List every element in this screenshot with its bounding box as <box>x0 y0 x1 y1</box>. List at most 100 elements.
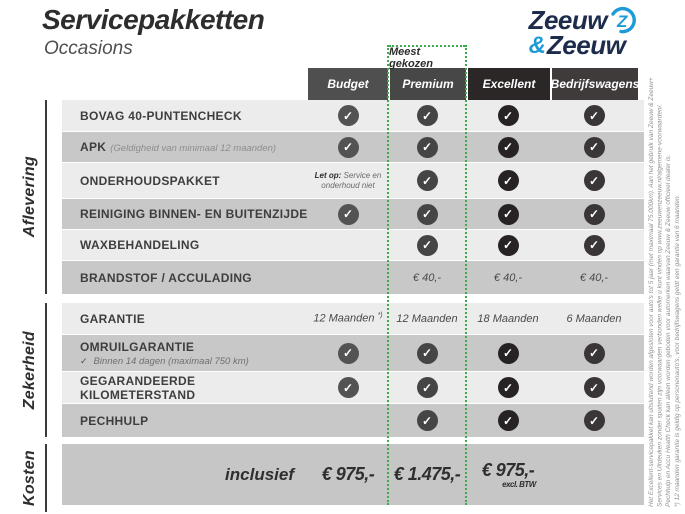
check-icon: ✓ <box>583 203 605 225</box>
cell-excellent: ✓ <box>466 132 550 162</box>
cell-bedrijfswagens: ✓ <box>550 335 638 371</box>
price-value: € 40,- <box>493 271 523 284</box>
check-icon: ✓ <box>416 105 438 126</box>
check-icon: ✓ <box>497 203 519 225</box>
page-title: Servicepakketten <box>42 4 265 35</box>
row-label: ONDERHOUDSPAKKET <box>80 173 220 188</box>
cell-budget: ✓ <box>308 199 388 229</box>
cell-bedrijfswagens: € 40,- <box>550 261 638 294</box>
cell-budget: Let op: Service en onderhoud niet <box>308 163 388 198</box>
section-zekerheid: GARANTIE 12 Maanden *) 12 Maanden 18 Maa… <box>62 303 644 437</box>
check-icon: ✓ <box>416 170 438 191</box>
fineprint-line: *) 12 maanden garantie is geldig op pers… <box>673 194 681 507</box>
cell-excellent: 18 Maanden <box>466 303 550 334</box>
cell-budget: ✓ <box>308 132 388 162</box>
cell-budget: ✓ <box>308 372 388 403</box>
total-budget: inclusief <box>225 464 294 484</box>
page-subtitle: Occasions <box>44 38 133 59</box>
duration-value: 18 Maanden <box>477 312 539 325</box>
section-label-aflevering: Aflevering <box>21 156 38 238</box>
section-aflevering: BOVAG 40-PUNTENCHECK ✓ ✓ ✓ ✓ APK (Geldigh… <box>62 100 644 294</box>
cell-excellent: ✓ <box>466 372 550 403</box>
row-subtext: ✓ Binnen 14 dagen (maximaal 750 km) <box>80 355 249 367</box>
check-icon: ✓ <box>416 410 438 431</box>
svg-text:Z: Z <box>616 12 628 31</box>
section-kosten: inclusief € 975,- € 1.475,- € 975,- excl.… <box>62 444 644 505</box>
row-label: GARANTIE <box>80 311 146 326</box>
cell-excellent: ✓ <box>466 335 550 371</box>
check-icon: ✓ <box>497 105 519 126</box>
check-icon: ✓ <box>337 342 359 364</box>
cell-bedrijfswagens: ✓ <box>550 404 638 437</box>
cell-bedrijfswagens: ✓ <box>550 372 638 403</box>
cell-bedrijfswagens: ✓ <box>550 199 638 229</box>
row-label: REINIGING BINNEN- EN BUITENZIJDE <box>80 207 308 221</box>
cell-premium: ✓ <box>388 335 466 371</box>
check-icon: ✓ <box>497 136 519 158</box>
cell-budget: 12 Maanden *) <box>308 303 388 334</box>
check-icon: ✓ <box>337 377 359 398</box>
cell-premium: € 40,- <box>388 261 466 294</box>
section-label-zekerheid: Zekerheid <box>21 330 38 410</box>
rail-line <box>45 444 47 512</box>
duration-value: 12 Maanden <box>396 312 458 325</box>
cell-budget: ✓ <box>308 335 388 371</box>
row-label: BOVAG 40-PUNTENCHECK <box>80 108 242 123</box>
cell-excellent: ✓ <box>466 404 550 437</box>
duration-value: 6 Maanden <box>566 312 622 325</box>
footnote-marker: *) <box>377 312 383 320</box>
cell-budget: ✓ <box>308 100 388 131</box>
duration-value: 12 Maanden *) <box>313 312 383 325</box>
row-label: PECHHULP <box>80 413 149 428</box>
rail-line <box>45 303 47 437</box>
check-icon: ✓ <box>497 342 519 364</box>
zeeuw-zeeuw-logo: Zeeuw Z & Zeeuw <box>528 6 639 60</box>
cell-excellent: ✓ <box>466 230 550 260</box>
cell-bedrijfswagens: 6 Maanden <box>550 303 638 334</box>
check-icon: ✓ <box>583 170 605 191</box>
check-icon: ✓ <box>583 410 605 431</box>
check-icon: ✓ <box>583 234 605 256</box>
section-label-kosten: Kosten <box>21 449 38 507</box>
fineprint-line: Pechhulp en Accu Health Check kan alleen… <box>664 154 672 507</box>
table-row: WAXBEHANDELING ✓ ✓ ✓ <box>62 230 644 260</box>
rail-zekerheid: Zekerheid <box>0 303 47 437</box>
cell-budget <box>308 404 388 437</box>
cell-premium: ✓ <box>388 230 466 260</box>
totals-row: inclusief € 975,- € 1.475,- € 975,- excl.… <box>62 444 644 505</box>
table-row: ONDERHOUDSPAKKET Let op: Service en onde… <box>62 163 644 198</box>
table-row: PECHHULP ✓ ✓ ✓ <box>62 404 644 437</box>
table-row: GEGARANDEERDE KILOMETERSTAND ✓ ✓ ✓ ✓ <box>62 372 644 403</box>
most-chosen-badge: Meest gekozen <box>389 45 465 70</box>
check-icon: ✓ <box>337 203 359 225</box>
table-row: OMRUILGARANTIE ✓ Binnen 14 dagen (maximaal… <box>62 335 644 371</box>
cell-bedrijfswagens: ✓ <box>550 163 638 198</box>
column-header-bedrijfswagens: Bedrijfswagens <box>550 68 639 100</box>
rail-aflevering: Aflevering <box>0 100 47 294</box>
cell-excellent: € 40,- <box>466 261 550 294</box>
row-label: OMRUILGARANTIE ✓ Binnen 14 dagen (maximaal… <box>62 340 308 367</box>
logo-ampersand: & <box>528 32 546 59</box>
logo-z-swoosh-icon: Z <box>611 6 636 34</box>
row-label: WAXBEHANDELING <box>80 238 200 252</box>
column-header-premium: Premium <box>388 68 466 100</box>
cell-budget <box>308 261 388 294</box>
cell-budget <box>308 230 388 260</box>
cell-excellent: ✓ <box>466 163 550 198</box>
total-bedrijfswagens: € 975,- excl. BTW <box>466 460 550 489</box>
check-icon: ✓ <box>583 105 605 126</box>
check-icon: ✓ <box>583 136 605 158</box>
check-icon: ✓ <box>583 342 605 364</box>
column-headers: Budget Premium Excellent Bedrijfswagens <box>308 68 639 100</box>
check-icon: ✓ <box>416 234 438 256</box>
table-row: BRANDSTOF / ACCULADING € 40,- € 40,- € 4… <box>62 261 644 294</box>
logo-word-2: Zeeuw <box>546 30 626 60</box>
fineprint-line: Het Excellent-servicepakket kan uitsluit… <box>647 77 655 507</box>
table-row: REINIGING BINNEN- EN BUITENZIJDE ✓ ✓ ✓ ✓ <box>62 199 644 229</box>
cell-premium: ✓ <box>388 163 466 198</box>
column-header-budget: Budget <box>308 68 388 100</box>
check-icon: ✓ <box>583 377 605 398</box>
budget-note: Let op: Service en onderhoud niet <box>314 170 382 190</box>
check-icon: ✓ <box>497 234 519 256</box>
cell-premium: ✓ <box>388 199 466 229</box>
